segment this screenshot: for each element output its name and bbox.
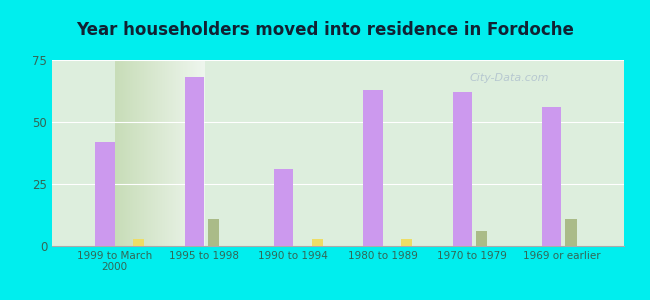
Bar (542, 107, 562, 246)
Text: Year householders moved into residence in Fordoche: Year householders moved into residence i… (76, 21, 574, 39)
Bar (96, 142, 114, 246)
Bar (274, 169, 293, 246)
Bar (401, 238, 413, 246)
Bar (208, 219, 219, 246)
Bar (476, 231, 488, 246)
Bar (363, 90, 383, 246)
Bar (133, 238, 144, 246)
Bar (185, 77, 204, 246)
Bar (453, 92, 472, 246)
Bar (312, 238, 323, 246)
Bar (566, 219, 577, 246)
Text: City-Data.com: City-Data.com (469, 73, 549, 83)
